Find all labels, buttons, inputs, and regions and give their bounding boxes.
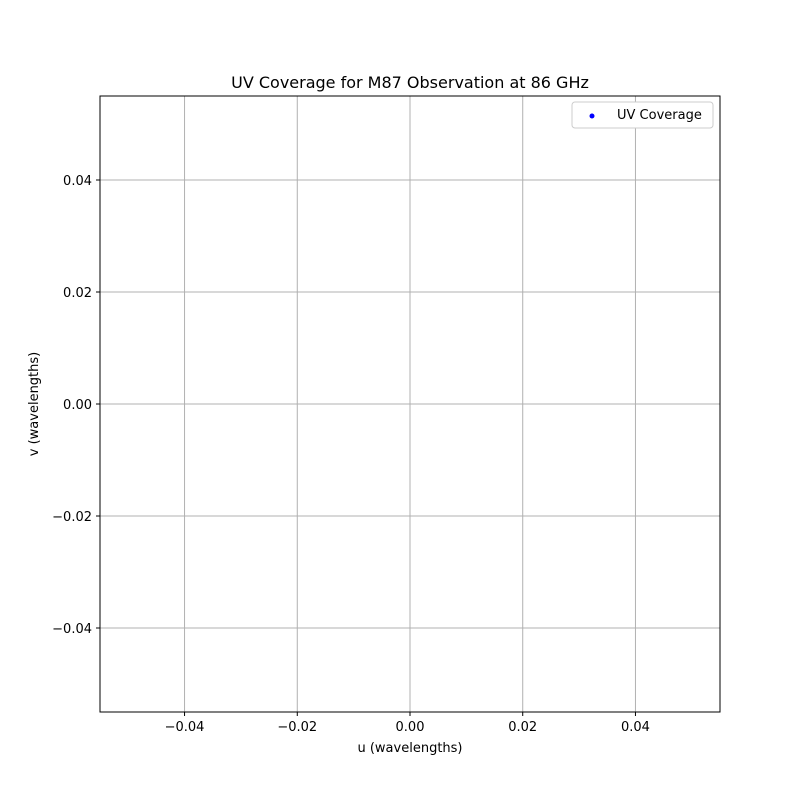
grid-lines bbox=[100, 96, 720, 712]
x-tick-label: −0.04 bbox=[165, 720, 205, 735]
x-axis-ticks: −0.04 −0.02 0.00 0.02 0.04 bbox=[165, 712, 650, 735]
legend-marker bbox=[589, 113, 595, 119]
y-axis-ticks: −0.04 −0.02 0.00 0.02 0.04 bbox=[52, 174, 100, 637]
y-tick-label: 0.02 bbox=[63, 286, 92, 301]
y-axis-label: v (wavelengths) bbox=[27, 352, 42, 456]
x-tick-label: 0.04 bbox=[621, 720, 650, 735]
legend: UV Coverage bbox=[571, 101, 714, 129]
legend-label: UV Coverage bbox=[617, 108, 702, 123]
y-tick-label: −0.02 bbox=[52, 510, 92, 525]
y-tick-label: 0.00 bbox=[63, 398, 92, 413]
x-axis-label: u (wavelengths) bbox=[357, 741, 462, 756]
chart-title: UV Coverage for M87 Observation at 86 GH… bbox=[231, 73, 589, 92]
x-tick-label: 0.00 bbox=[396, 720, 425, 735]
x-tick-label: −0.02 bbox=[277, 720, 317, 735]
y-tick-label: −0.04 bbox=[52, 622, 92, 637]
legend-box bbox=[571, 101, 714, 129]
x-tick-label: 0.02 bbox=[508, 720, 537, 735]
y-tick-label: 0.04 bbox=[63, 174, 92, 189]
